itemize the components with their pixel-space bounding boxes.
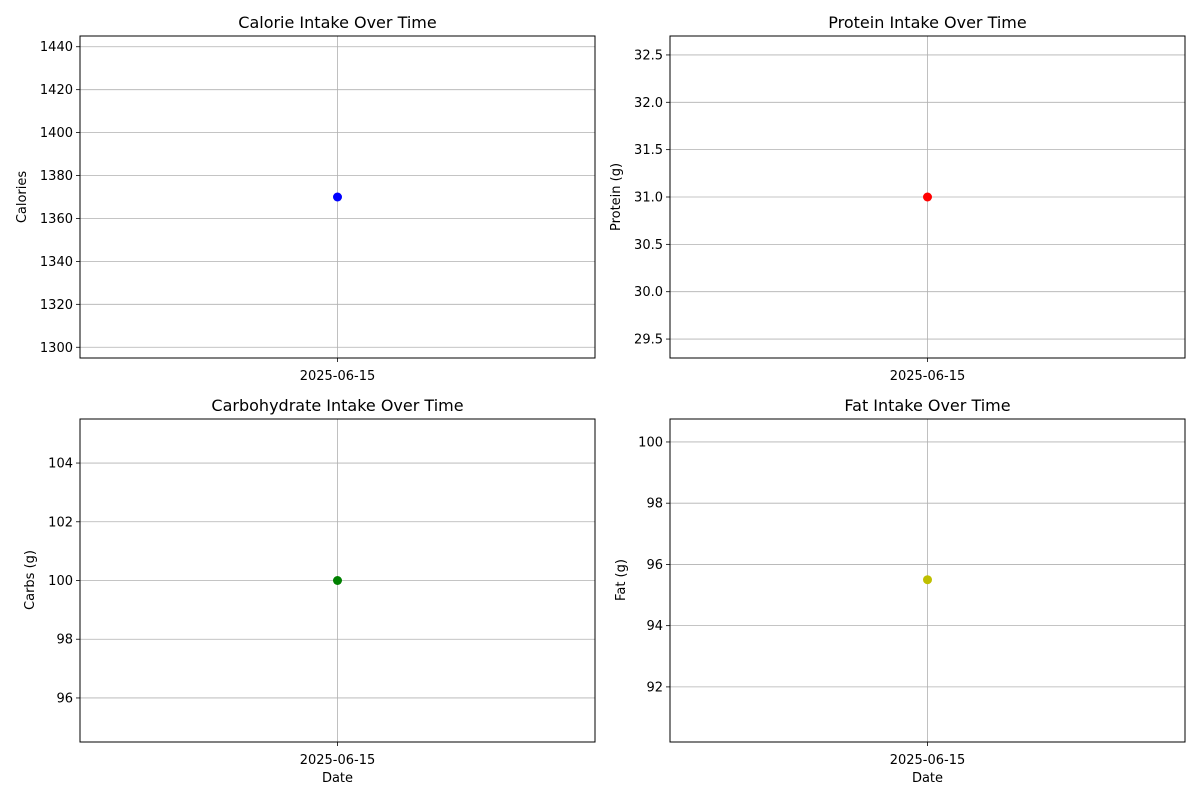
subplot-title: Calorie Intake Over Time xyxy=(238,13,436,32)
data-point xyxy=(333,192,342,202)
subplot-calories: 1300 1320 1340 1360 1380 1400 1420 1440 2025-06-… xyxy=(15,13,596,384)
y-axis-label: Protein (g) xyxy=(609,163,624,231)
y-tick-label: 98 xyxy=(646,497,663,512)
subplot-title: Carbohydrate Intake Over Time xyxy=(211,396,463,415)
data-point xyxy=(923,192,932,202)
y-tick-label: 92 xyxy=(646,680,663,695)
y-tick-label: 100 xyxy=(48,574,73,589)
y-tick-label: 31.5 xyxy=(634,143,663,158)
y-tick-label: 32.0 xyxy=(634,96,663,111)
y-tick-label: 98 xyxy=(56,633,73,648)
subplot-fat: 92 94 96 98 100 2025-06-15 Fat Intake Over Ti… xyxy=(614,396,1186,786)
plot-area: 29.5 30.0 30.5 31.0 31.5 32.0 32.5 2025-06-15 xyxy=(634,35,1186,384)
y-tick-label: 30.5 xyxy=(634,238,663,253)
x-axis-label: Date xyxy=(322,771,353,786)
subplot-title: Fat Intake Over Time xyxy=(844,396,1010,415)
axes-frame xyxy=(79,418,596,743)
y-axis-label: Carbs (g) xyxy=(23,550,38,610)
y-tick-label: 1360 xyxy=(40,212,73,227)
y-tick-label: 1420 xyxy=(40,83,73,98)
subplot-carbs: 96 98 100 102 104 2025-06-15 Carbohydrate Int… xyxy=(23,396,596,786)
y-tick-label: 30.0 xyxy=(634,285,663,300)
data-point xyxy=(923,575,932,585)
y-axis-label: Calories xyxy=(15,171,30,224)
y-axis-label: Fat (g) xyxy=(614,559,629,601)
y-tick-label: 94 xyxy=(646,619,663,634)
y-tick-label: 1320 xyxy=(40,298,73,313)
y-tick-label: 1440 xyxy=(40,40,73,55)
y-tick-label: 96 xyxy=(646,558,663,573)
y-tick-label: 102 xyxy=(48,515,73,530)
y-tick-label: 32.5 xyxy=(634,48,663,63)
y-tick-label: 1300 xyxy=(40,341,73,356)
y-tick-label: 100 xyxy=(638,435,663,450)
y-tick-label: 96 xyxy=(56,691,73,706)
y-tick-label: 31.0 xyxy=(634,191,663,206)
axes-frame xyxy=(669,418,1186,743)
subplot-title: Protein Intake Over Time xyxy=(828,13,1026,32)
x-tick-label: 2025-06-15 xyxy=(300,753,376,768)
plot-area: 96 98 100 102 104 2025-06-15 xyxy=(48,418,596,768)
y-tick-label: 1380 xyxy=(40,169,73,184)
x-tick-label: 2025-06-15 xyxy=(890,369,966,384)
subplot-protein: 29.5 30.0 30.5 31.0 31.5 32.0 32.5 2025-06-15 P… xyxy=(609,13,1186,384)
x-tick-label: 2025-06-15 xyxy=(890,753,966,768)
plot-area: 92 94 96 98 100 2025-06-15 xyxy=(638,418,1186,768)
axes-frame xyxy=(669,35,1186,359)
y-tick-label: 1340 xyxy=(40,255,73,270)
axes-frame xyxy=(79,35,596,359)
y-tick-label: 1400 xyxy=(40,126,73,141)
y-tick-label: 29.5 xyxy=(634,333,663,348)
x-tick-label: 2025-06-15 xyxy=(300,369,376,384)
plot-area: 1300 1320 1340 1360 1380 1400 1420 1440 2025-06-… xyxy=(40,35,596,384)
data-point xyxy=(333,576,342,585)
y-tick-label: 104 xyxy=(48,457,73,472)
x-axis-label: Date xyxy=(912,771,943,786)
